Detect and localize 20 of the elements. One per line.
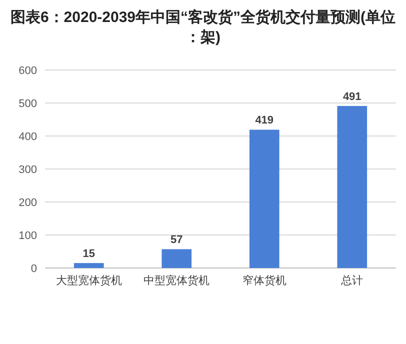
data-label: 15 bbox=[82, 248, 95, 260]
x-tick-label: 中型宽体货机 bbox=[144, 274, 210, 287]
bar bbox=[337, 106, 368, 268]
data-label: 57 bbox=[170, 234, 183, 246]
y-tick-label: 600 bbox=[18, 65, 37, 77]
x-tick-label: 窄体货机 bbox=[242, 274, 286, 287]
y-tick-label: 0 bbox=[30, 263, 37, 275]
x-tick-label: 总计 bbox=[340, 274, 364, 287]
chart-title: 图表6：2020-2039年中国“客改货”全货机交付量预测(单位：架) bbox=[10, 8, 396, 46]
bar bbox=[162, 249, 192, 268]
x-tick-label: 大型宽体货机 bbox=[56, 274, 122, 287]
bar bbox=[249, 130, 280, 268]
y-tick-label: 200 bbox=[18, 197, 37, 209]
y-tick-label: 300 bbox=[18, 164, 37, 176]
bar bbox=[74, 263, 104, 268]
data-label: 491 bbox=[342, 90, 362, 103]
y-tick-label: 100 bbox=[18, 230, 37, 242]
y-tick-label: 500 bbox=[18, 98, 37, 110]
data-label: 419 bbox=[255, 114, 274, 127]
y-tick-label: 400 bbox=[18, 131, 37, 143]
